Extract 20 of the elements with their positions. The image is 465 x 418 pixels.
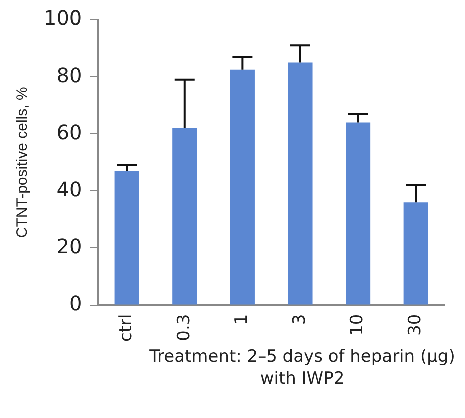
y-tick-label: 40 bbox=[56, 177, 82, 202]
x-tick-label: 3 bbox=[290, 314, 310, 326]
y-tick-label: 100 bbox=[44, 6, 82, 30]
x-tick-label: ctrl bbox=[116, 314, 136, 342]
x-tick-label: 1 bbox=[232, 314, 252, 326]
x-tick-label: 10 bbox=[348, 314, 368, 336]
x-tick-label: 0.3 bbox=[174, 314, 194, 342]
bar bbox=[404, 202, 428, 305]
y-tick-label: 0 bbox=[69, 291, 82, 316]
bar bbox=[114, 171, 140, 305]
y-axis-title: CTNT-positive cells, % bbox=[14, 87, 32, 238]
y-tick-label: 20 bbox=[56, 234, 82, 258]
bar bbox=[288, 62, 313, 305]
bar bbox=[346, 122, 371, 305]
x-axis-title: Treatment: 2–5 days of heparin (μg) with IWP2 bbox=[148, 346, 456, 390]
y-tick-label: 60 bbox=[56, 120, 82, 144]
bar bbox=[230, 70, 255, 305]
y-tick-label: 80 bbox=[56, 63, 82, 88]
bar bbox=[172, 128, 198, 305]
x-tick-label: 30 bbox=[406, 314, 426, 336]
